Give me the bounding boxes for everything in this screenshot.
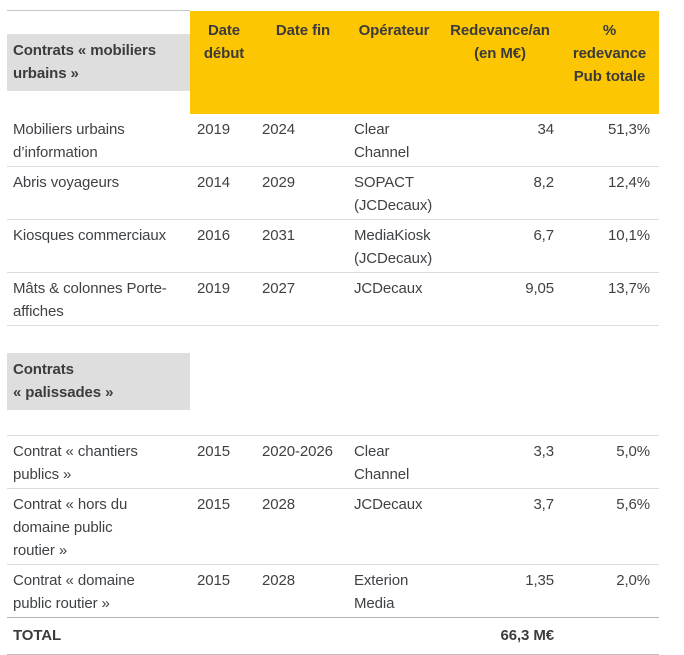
column-header-operateur: Opérateur <box>348 10 440 114</box>
cell-date-fin: 2029 <box>258 166 348 220</box>
column-header-pct-redevance: % redevance Pub totale <box>560 10 659 114</box>
total-row: TOTAL 66,3 M€ <box>7 617 659 655</box>
section-header-palissades: Contrats « palissades » <box>7 353 190 410</box>
cell-date-debut: 2019 <box>190 272 258 326</box>
cell-operateur: MediaKiosk (JCDecaux) <box>348 219 440 273</box>
cell-label: Abris voyageurs <box>7 166 190 220</box>
cell-pct: 13,7% <box>560 272 659 326</box>
cell-operateur: JCDecaux <box>348 488 440 565</box>
cell-pct: 10,1% <box>560 219 659 273</box>
total-value: 66,3 M€ <box>440 617 560 655</box>
cell-label: Contrat « domaine public routier » <box>7 564 190 618</box>
cell-redevance: 3,7 <box>440 488 560 565</box>
cell-pct: 5,0% <box>560 435 659 489</box>
table-row: Kiosques commerciaux 2016 2031 MediaKios… <box>7 219 659 273</box>
cell-redevance: 9,05 <box>440 272 560 326</box>
section-row: Contrats « palissades » <box>7 325 659 436</box>
cell-pct: 5,6% <box>560 488 659 565</box>
cell-empty <box>348 617 440 655</box>
cell-empty <box>560 325 659 436</box>
section-header-mobiliers-urbains: Contrats « mobiliers urbains » <box>7 34 190 91</box>
header-row: Contrats « mobiliers urbains » Date débu… <box>7 10 659 114</box>
cell-pct: 2,0% <box>560 564 659 618</box>
table-row: Mâts & colonnes Porte- affiches 2019 202… <box>7 272 659 326</box>
cell-operateur: Clear Channel <box>348 435 440 489</box>
cell-label: Mobiliers urbains d’information <box>13 121 125 161</box>
cell-date-debut: 2015 <box>190 564 258 618</box>
cell-date-fin: 2024 <box>262 121 295 138</box>
cell-date-fin: 2028 <box>258 488 348 565</box>
cell-label: Mâts & colonnes Porte- affiches <box>7 272 190 326</box>
table-row: Mobiliers urbains d’information 2019 202… <box>7 114 659 167</box>
cell-date-debut: 2014 <box>190 166 258 220</box>
column-header-redevance: Redevance/an (en M€) <box>440 10 560 114</box>
cell-date-debut: 2015 <box>190 435 258 489</box>
cell-date-fin: 2020-2026 <box>258 435 348 489</box>
cell-date-fin: 2031 <box>258 219 348 273</box>
section-header-cell: Contrats « palissades » <box>7 325 190 436</box>
cell-pct: 12,4% <box>560 166 659 220</box>
table-row: Abris voyageurs 2014 2029 SOPACT (JCDeca… <box>7 166 659 220</box>
cell-empty <box>258 617 348 655</box>
cell-redevance: 3,3 <box>440 435 560 489</box>
cell-label: Contrat « hors du domaine public routier… <box>7 488 190 565</box>
table-row: Contrat « chantiers publics » 2015 2020-… <box>7 435 659 489</box>
cell-redevance: 1,35 <box>440 564 560 618</box>
cell-operateur: Exterion Media <box>348 564 440 618</box>
cell-label: Kiosques commerciaux <box>7 219 190 273</box>
cell-empty <box>348 325 440 436</box>
table-row: Contrat « hors du domaine public routier… <box>7 488 659 565</box>
cell-operateur: Clear Channel <box>354 121 410 161</box>
cell-pct: 51,3% <box>607 121 650 138</box>
column-header-date-debut: Date début <box>190 10 258 114</box>
cell-empty <box>258 325 348 436</box>
cell-date-fin: 2027 <box>258 272 348 326</box>
cell-date-debut: 2019 <box>197 121 230 138</box>
cell-empty <box>190 325 258 436</box>
cell-date-debut: 2015 <box>190 488 258 565</box>
column-header-date-fin: Date fin <box>258 10 348 114</box>
cell-operateur: SOPACT (JCDecaux) <box>348 166 440 220</box>
cell-redevance: 6,7 <box>440 219 560 273</box>
cell-redevance: 8,2 <box>440 166 560 220</box>
cell-empty <box>440 325 560 436</box>
table-row: Contrat « domaine public routier » 2015 … <box>7 564 659 618</box>
cell-empty <box>190 617 258 655</box>
total-label: TOTAL <box>7 617 190 655</box>
cell-label: Contrat « chantiers publics » <box>7 435 190 489</box>
cell-redevance: 34 <box>537 121 555 138</box>
cell-operateur: JCDecaux <box>348 272 440 326</box>
contracts-table: Contrats « mobiliers urbains » Date débu… <box>7 10 659 655</box>
section-header-cell: Contrats « mobiliers urbains » <box>7 10 190 114</box>
cell-date-debut: 2016 <box>190 219 258 273</box>
cell-empty <box>560 617 659 655</box>
cell-date-fin: 2028 <box>258 564 348 618</box>
